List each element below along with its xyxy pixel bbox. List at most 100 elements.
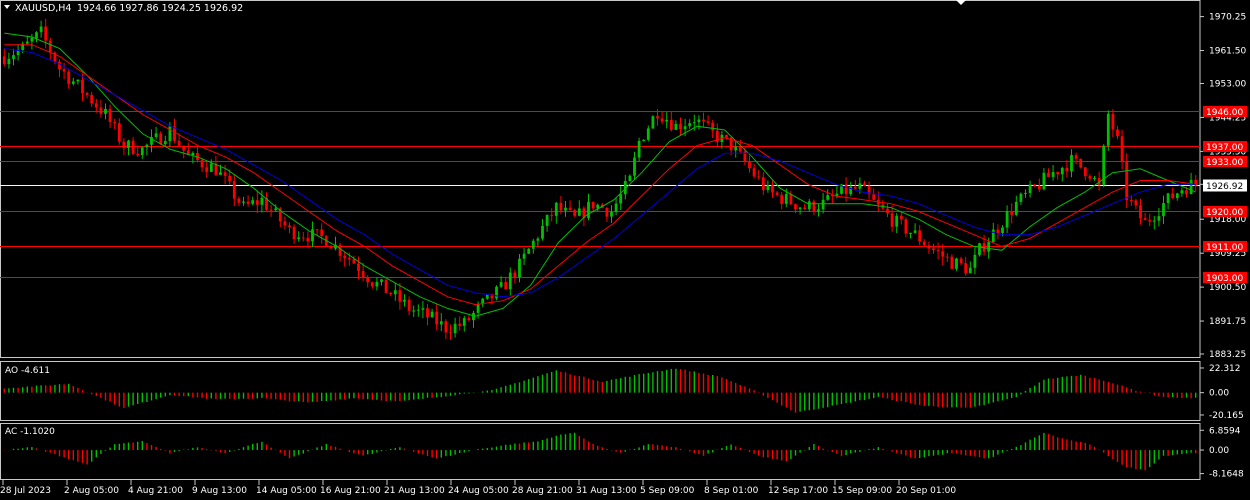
- candle-body: [541, 225, 544, 239]
- ao-indicator-label: AO -4.611: [5, 366, 50, 376]
- time-axis-label: 21 Aug 13:00: [384, 486, 445, 496]
- candle-body: [771, 185, 774, 193]
- candle-body: [559, 202, 563, 211]
- price-axis-label: 1944.25: [1209, 113, 1246, 123]
- candle-body: [518, 258, 521, 278]
- candle-body: [936, 250, 940, 252]
- candle-body: [200, 160, 204, 168]
- candle-body: [752, 168, 756, 177]
- candle-body: [67, 71, 71, 84]
- candle-body: [665, 119, 669, 122]
- time-axis-label: 8 Sep 01:00: [704, 486, 759, 496]
- candle-body: [577, 208, 581, 216]
- candle-body: [311, 229, 314, 242]
- candle-body: [1134, 200, 1138, 206]
- candle-body: [872, 194, 876, 200]
- candle-body: [1060, 167, 1064, 175]
- symbol-dropdown-icon[interactable]: [4, 5, 10, 9]
- candle-body: [968, 267, 972, 274]
- candle-body: [1010, 211, 1014, 215]
- candle-body: [725, 134, 728, 138]
- candle-body: [357, 263, 360, 271]
- candle-body: [683, 126, 687, 130]
- candle-body: [550, 214, 554, 216]
- candle-body: [830, 195, 834, 197]
- candle-body: [237, 198, 241, 203]
- candle-body: [467, 318, 471, 321]
- candle-body: [251, 200, 255, 204]
- candle-body: [495, 286, 498, 299]
- candle-body: [182, 145, 186, 151]
- candle-body: [849, 186, 853, 195]
- candle-body: [1143, 218, 1147, 221]
- candle-body: [1175, 193, 1179, 199]
- candle-body: [614, 203, 618, 212]
- candle-body: [274, 208, 278, 211]
- time-axis-label: 31 Aug 13:00: [576, 486, 637, 496]
- candle-body: [660, 118, 664, 122]
- candle-body: [895, 215, 899, 227]
- candle-body: [1194, 179, 1198, 186]
- candle-body: [867, 186, 871, 195]
- candle-body: [734, 146, 738, 151]
- candle-body: [973, 254, 977, 268]
- price-axis-label: 1953.00: [1209, 80, 1246, 90]
- candle-body: [412, 310, 416, 312]
- candle-body: [527, 248, 531, 254]
- candle-body: [504, 282, 508, 290]
- candle-body: [715, 130, 719, 143]
- candle-body: [1005, 211, 1009, 228]
- candle-body: [738, 146, 742, 152]
- candle-body: [835, 193, 839, 196]
- shift-marker-icon[interactable]: [956, 0, 966, 5]
- candle-body: [393, 290, 397, 295]
- ma-mid-line: [4, 44, 1196, 306]
- candle-body: [108, 108, 112, 123]
- candle-body: [1185, 190, 1188, 194]
- candle-body: [807, 201, 811, 210]
- candle-body: [113, 122, 117, 124]
- candle-body: [619, 194, 623, 204]
- current-price-tag: [1203, 179, 1247, 192]
- candle-body: [186, 150, 190, 156]
- candle-body: [1001, 227, 1004, 233]
- candle-body: [145, 144, 149, 148]
- candle-body: [315, 229, 319, 231]
- candle-body: [163, 141, 167, 145]
- candle-body: [140, 147, 144, 156]
- candle-body: [338, 244, 342, 256]
- candle-body: [481, 298, 485, 305]
- candle-body: [628, 175, 632, 182]
- candle-body: [863, 183, 866, 187]
- price-axis-label: 1891.75: [1209, 317, 1246, 327]
- candle-body: [1180, 190, 1184, 194]
- candle-body: [692, 122, 696, 124]
- candle-body: [44, 26, 48, 41]
- candle-body: [62, 69, 66, 72]
- candle-body: [1074, 155, 1078, 159]
- candle-body: [12, 55, 15, 59]
- candle-body: [366, 276, 370, 283]
- candle-body: [522, 253, 526, 259]
- candle-body: [71, 81, 75, 84]
- candle-body: [1129, 200, 1133, 202]
- candle-body: [173, 126, 176, 141]
- candle-body: [403, 299, 406, 302]
- candle-body: [320, 229, 324, 237]
- candle-body: [964, 263, 968, 274]
- ma-slow-line: [4, 48, 1196, 298]
- candle-body: [1037, 185, 1041, 190]
- candle-body: [223, 172, 227, 176]
- level-price-label: 1920.00: [1206, 208, 1243, 218]
- candle-body: [596, 204, 600, 209]
- candle-body: [1102, 145, 1106, 185]
- candle-body: [1157, 216, 1161, 221]
- candle-body: [729, 137, 733, 151]
- candle-body: [1116, 129, 1119, 137]
- candle-body: [297, 237, 301, 240]
- candle-body: [531, 240, 535, 249]
- level-price-label: 1903.00: [1206, 274, 1243, 284]
- candle-body: [1051, 172, 1055, 177]
- level-price-tag: [1203, 272, 1247, 283]
